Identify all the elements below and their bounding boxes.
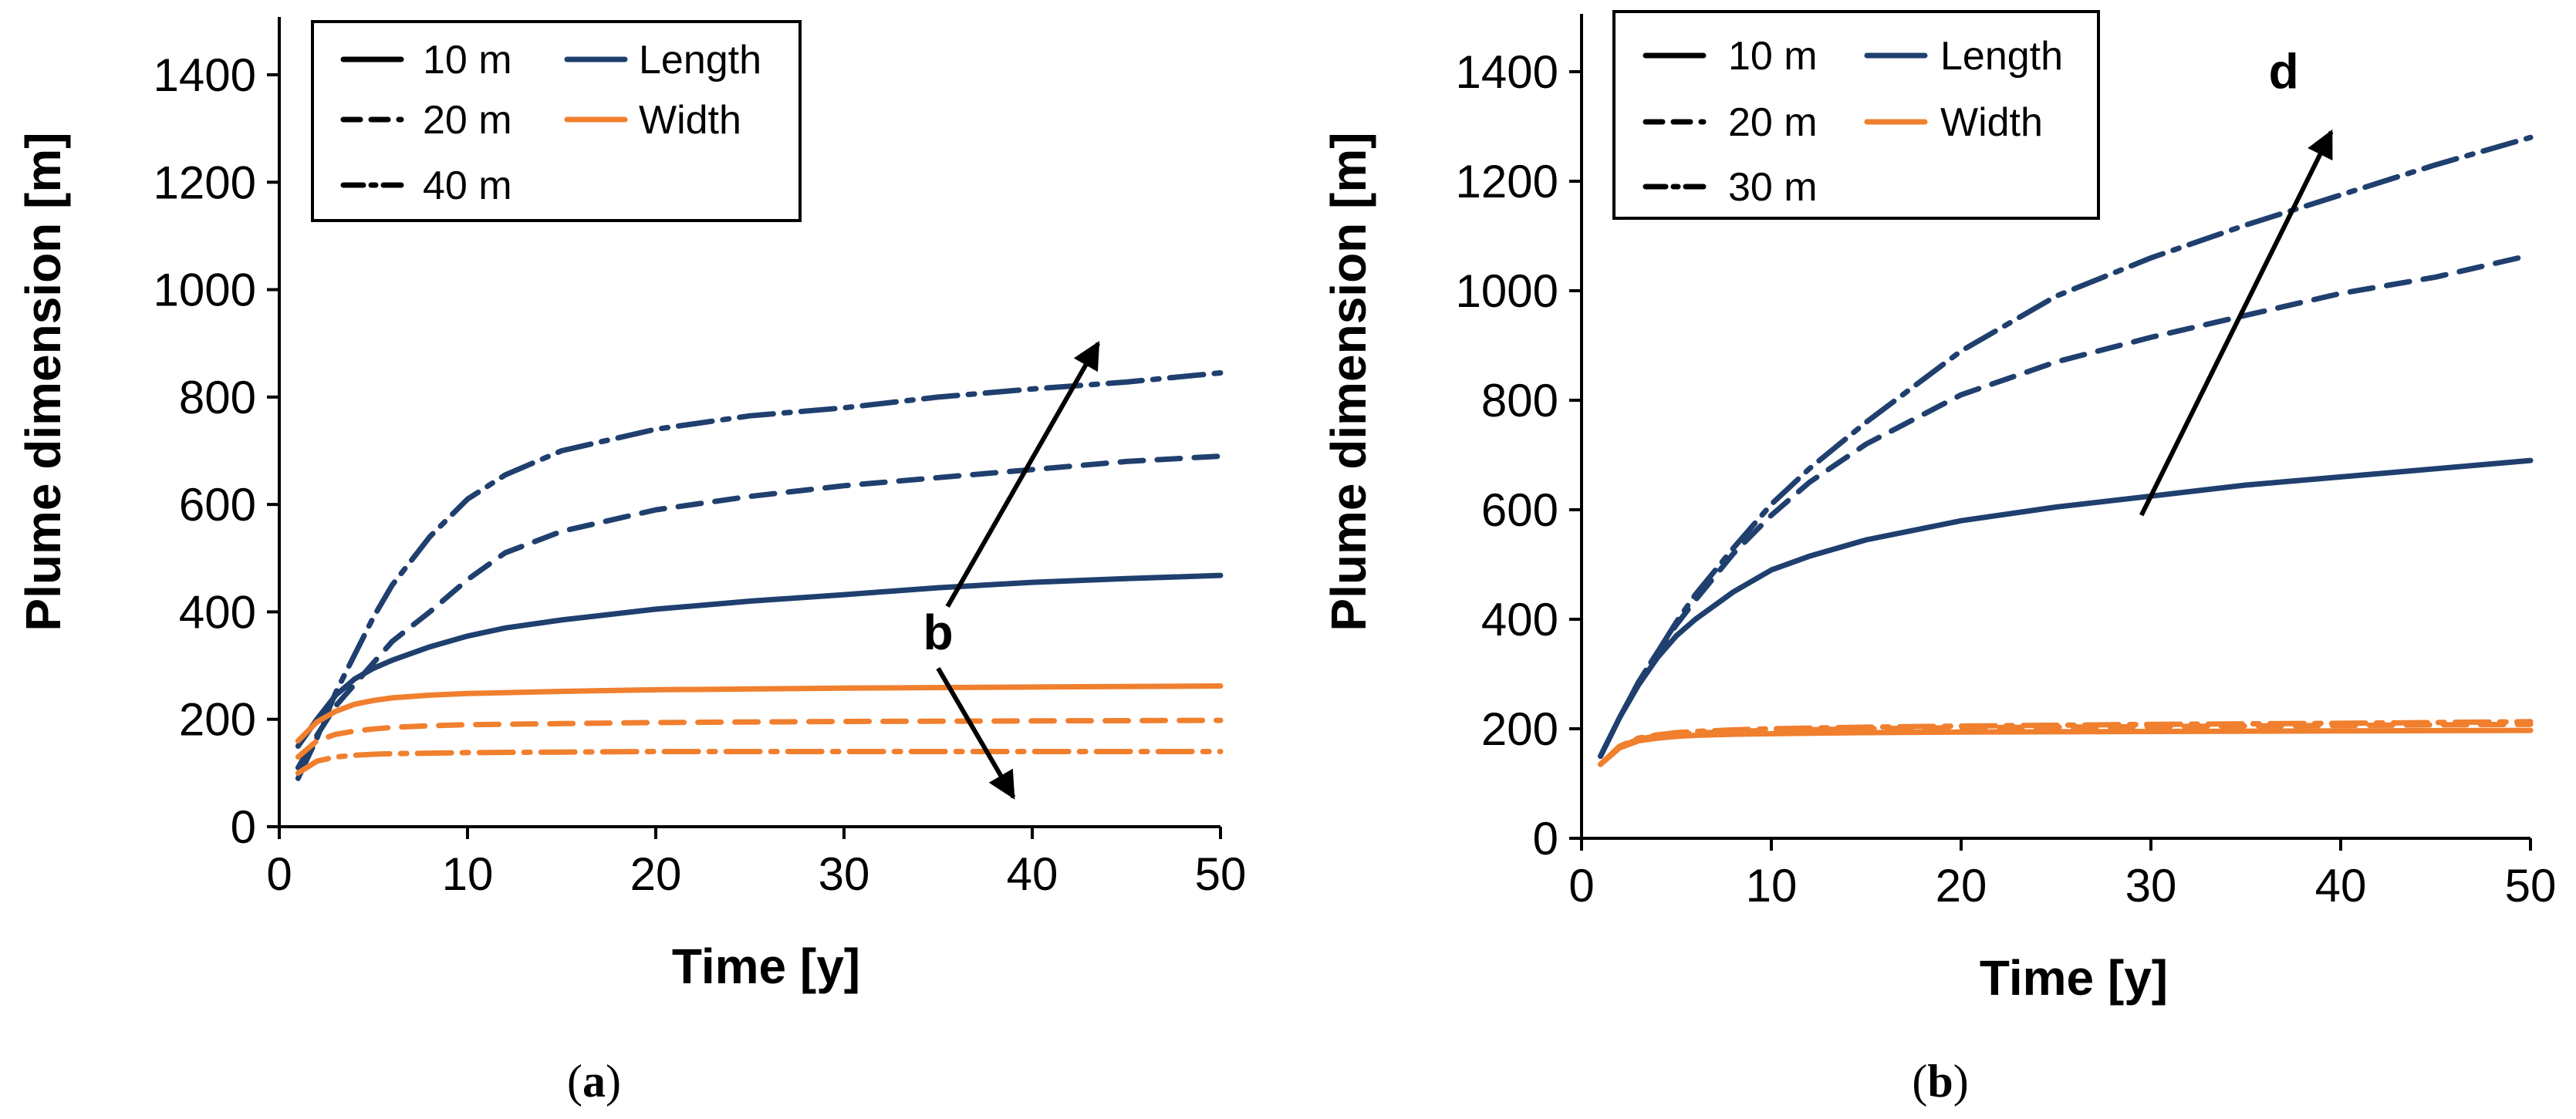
x-tick-label: 10 [442, 848, 494, 900]
x-axis-title: Time [y] [1980, 950, 2168, 1006]
annotation-arrow [936, 667, 1016, 800]
series-line-length-40-m [295, 370, 1224, 781]
y-tick-label: 1400 [154, 49, 256, 101]
y-tick-label: 800 [179, 372, 256, 423]
series-line-length-20-m [295, 453, 1224, 770]
y-tick-label: 0 [231, 801, 256, 853]
annotations: b [923, 341, 1101, 800]
series-line-width-10-m [295, 683, 1224, 744]
legend-label-length: Length [639, 38, 761, 83]
legend-label-width: Width [1940, 100, 2043, 145]
legend: 10 m 20 m 30 m Length Width [1612, 10, 2100, 220]
y-tick-label: 400 [179, 586, 256, 638]
x-tick-label: 0 [1568, 860, 1594, 912]
series-line-length-10-m [295, 572, 1224, 749]
y-tick-label: 800 [1481, 375, 1558, 426]
x-tick-label: 20 [630, 848, 682, 900]
series-line-width-20-m [295, 717, 1224, 760]
series-line-width-40-m [295, 749, 1224, 776]
legend-label-10m: 10 m [1728, 34, 1818, 79]
x-axis-title: Time [y] [672, 939, 860, 994]
series-group [295, 370, 1224, 781]
chart-panel-a: Plume dimension [m] Time [y] 10 m 20 m 4… [15, 17, 1246, 1107]
axes: 0 200 400 600 800 1000 1200 1400 0 10 20 30 40 50 [1456, 14, 2557, 912]
x-tick-label: 30 [2125, 860, 2177, 912]
legend-label-10m: 10 m [423, 38, 512, 83]
x-tick-label: 20 [1936, 860, 1987, 912]
x-tick-label: 30 [819, 848, 870, 900]
y-tick-label: 400 [1481, 594, 1558, 645]
series-line-length-20-m [1598, 252, 2534, 759]
legend-label-40m: 40 m [423, 163, 512, 208]
legend: 10 m 20 m 40 m Length Width [311, 20, 802, 222]
x-tick-label: 40 [2315, 860, 2367, 912]
annotation-label-d: d [2269, 43, 2299, 99]
x-tick-label: 50 [2505, 860, 2557, 912]
y-tick-label: 600 [1481, 484, 1558, 536]
y-tick-label: 600 [179, 479, 256, 531]
axes: 0 200 400 600 800 1000 1200 1400 0 10 20 30 40 50 [154, 17, 1247, 900]
series-line-length-30-m [1598, 134, 2534, 759]
annotations: d [2139, 43, 2334, 517]
y-tick-label: 1000 [1456, 265, 1558, 317]
x-tick-label: 0 [266, 848, 292, 900]
panel-caption: (a) [567, 1056, 621, 1107]
panel-caption: (b) [1912, 1056, 1968, 1107]
y-tick-label: 200 [179, 694, 256, 746]
series-line-width-10-m [1598, 727, 2534, 767]
x-tick-label: 50 [1195, 848, 1247, 900]
annotation-arrow [2139, 129, 2334, 517]
legend-box [1612, 10, 2100, 220]
annotation-arrow [945, 341, 1101, 608]
y-axis-title: Plume dimension [m] [15, 132, 71, 631]
y-tick-label: 200 [1481, 703, 1558, 755]
y-tick-label: 0 [1533, 813, 1558, 865]
x-tick-label: 10 [1746, 860, 1798, 912]
legend-label-length: Length [1940, 34, 2063, 79]
y-tick-label: 1200 [154, 157, 256, 208]
legend-label-30m: 30 m [1728, 165, 1818, 210]
series-group [1598, 134, 2534, 767]
chart-panel-b: Plume dimension [m] Time [y] 10 m 20 m 3… [1321, 10, 2557, 1107]
series-line-length-10-m [1598, 457, 2534, 759]
legend-label-20m: 20 m [1728, 100, 1818, 145]
series-line-width-30-m [1598, 719, 2534, 767]
y-tick-label: 1200 [1456, 156, 1558, 207]
legend-label-20m: 20 m [423, 98, 512, 143]
legend-label-width: Width [639, 98, 741, 143]
y-tick-label: 1400 [1456, 46, 1558, 98]
annotation-label-b: b [923, 605, 953, 660]
x-tick-label: 40 [1007, 848, 1058, 900]
y-tick-label: 1000 [154, 265, 256, 316]
y-axis-title: Plume dimension [m] [1321, 132, 1376, 631]
